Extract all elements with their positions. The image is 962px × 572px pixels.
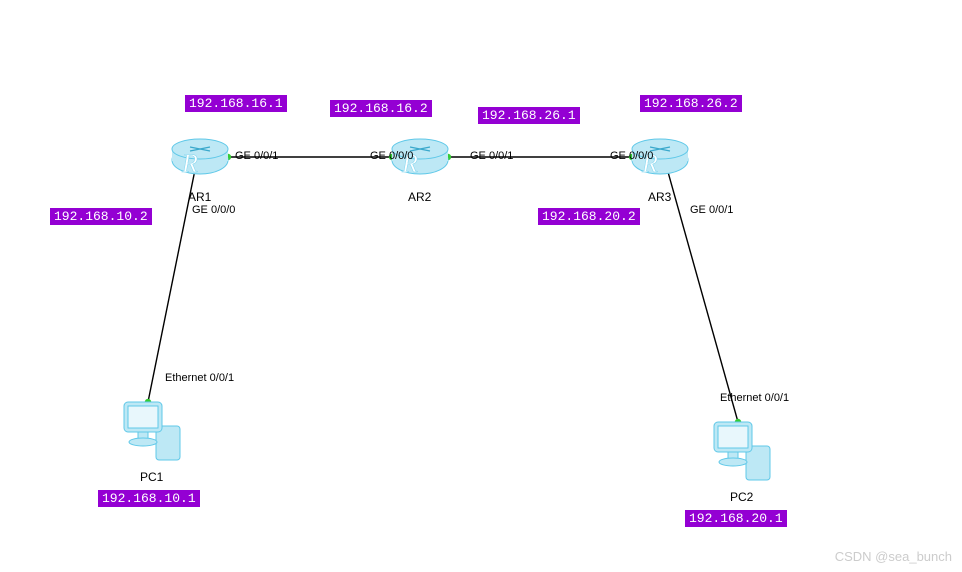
ip-label: 192.168.16.1 xyxy=(185,95,287,112)
device-label-ar1: AR1 xyxy=(188,190,211,204)
ip-label: 192.168.26.2 xyxy=(640,95,742,112)
port-label: Ethernet 0/0/1 xyxy=(165,372,234,384)
ip-label: 192.168.16.2 xyxy=(330,100,432,117)
port-label: GE 0/0/1 xyxy=(690,204,733,216)
port-label: GE 0/0/0 xyxy=(610,150,653,162)
pc-icon xyxy=(714,422,770,480)
ip-label: 192.168.20.2 xyxy=(538,208,640,225)
ip-label: 192.168.10.1 xyxy=(98,490,200,507)
watermark-text: CSDN @sea_bunch xyxy=(835,549,952,564)
ip-label: 192.168.10.2 xyxy=(50,208,152,225)
port-label: GE 0/0/1 xyxy=(470,150,513,162)
port-label: GE 0/0/0 xyxy=(192,204,235,216)
topology-canvas: RRR xyxy=(0,0,962,572)
port-label: GE 0/0/0 xyxy=(370,150,413,162)
device-label-pc2: PC2 xyxy=(730,490,753,504)
port-label: GE 0/0/1 xyxy=(235,150,278,162)
device-label-ar3: AR3 xyxy=(648,190,671,204)
device-label-ar2: AR2 xyxy=(408,190,431,204)
port-label: Ethernet 0/0/1 xyxy=(720,392,789,404)
ip-label: 192.168.20.1 xyxy=(685,510,787,527)
device-label-pc1: PC1 xyxy=(140,470,163,484)
link-ar1-pc1 xyxy=(148,171,195,402)
router-icon: R xyxy=(172,139,228,178)
svg-text:R: R xyxy=(181,149,198,178)
pc-icon xyxy=(124,402,180,460)
ip-label: 192.168.26.1 xyxy=(478,107,580,124)
